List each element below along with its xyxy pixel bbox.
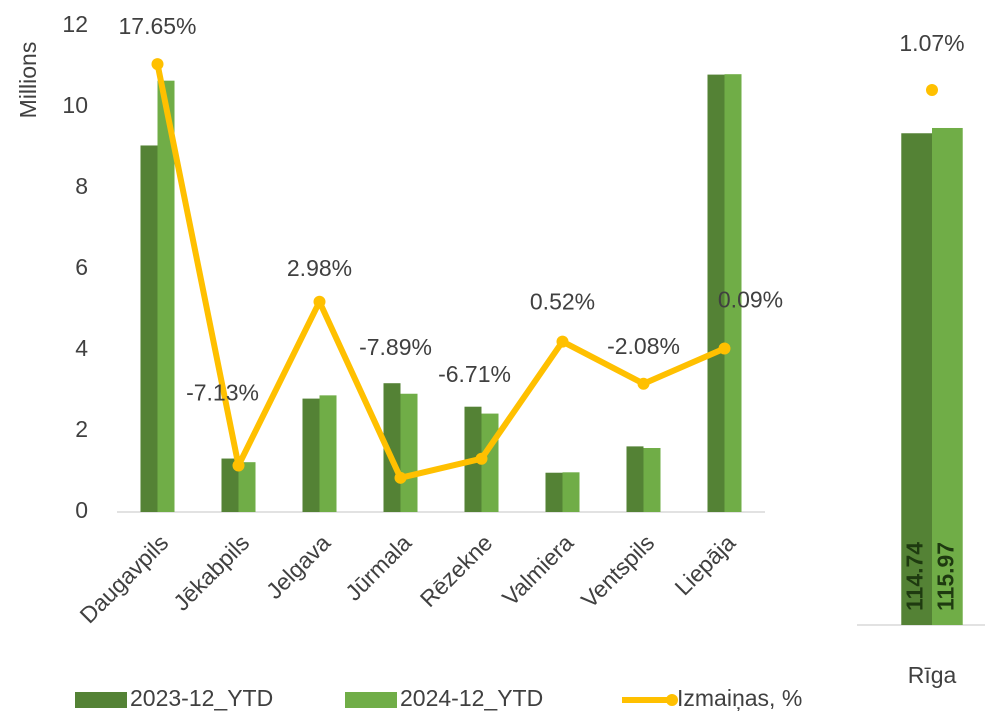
bar-value-label: 115.97 <box>932 542 958 611</box>
data-label: -7.89% <box>359 334 432 360</box>
legend-swatch <box>345 692 397 708</box>
data-label: 17.65% <box>118 13 196 39</box>
data-label: -7.13% <box>186 380 259 406</box>
y-tick-label: 12 <box>62 11 88 37</box>
bar <box>400 393 418 512</box>
bar <box>707 74 725 512</box>
data-label: 0.52% <box>530 289 595 315</box>
bar <box>932 127 963 625</box>
y-tick-label: 0 <box>75 497 88 523</box>
line-marker <box>394 471 407 484</box>
line-marker <box>637 377 650 390</box>
legend-swatch <box>75 692 127 708</box>
x-tick-label: Rīga <box>908 662 957 688</box>
x-tick-label: Jelgava <box>261 529 336 604</box>
bar-value-label: 114.74 <box>902 542 928 611</box>
x-tick-label: Valmiera <box>497 529 578 610</box>
data-label: 1.07% <box>899 30 964 56</box>
bar <box>724 74 742 512</box>
bar <box>545 472 563 512</box>
bar <box>626 446 644 512</box>
legend-label: 2024-12_YTD <box>400 685 543 711</box>
bar <box>238 462 256 512</box>
data-label: 2.98% <box>287 255 352 281</box>
y-tick-label: 6 <box>75 254 88 280</box>
line-marker <box>475 452 488 465</box>
bar <box>302 398 320 512</box>
y-tick-label: 10 <box>62 92 88 118</box>
x-tick-label: Jēkabpils <box>168 529 254 615</box>
bar <box>562 472 580 512</box>
line-marker <box>718 342 731 355</box>
data-label: -2.08% <box>607 333 680 359</box>
line <box>154 63 726 481</box>
x-tick-label: Rēzekne <box>415 529 498 612</box>
y-tick-label: 2 <box>75 416 88 442</box>
data-label: 0.09% <box>718 287 783 313</box>
bar <box>157 80 175 513</box>
legend-label: 2023-12_YTD <box>130 685 273 711</box>
bar <box>901 133 932 625</box>
bar <box>221 458 239 512</box>
x-tick-label: Daugavpils <box>74 529 173 628</box>
bar <box>140 145 158 512</box>
x-tick-label: Jūrmala <box>340 529 416 605</box>
data-label: -6.71% <box>438 361 511 387</box>
line-marker <box>926 84 938 96</box>
bar <box>643 448 661 512</box>
legend-marker <box>666 694 678 706</box>
line-marker <box>556 335 569 348</box>
legend-label: Izmaiņas, % <box>677 685 802 711</box>
line-marker <box>151 58 164 71</box>
y-tick-label: 4 <box>75 335 88 361</box>
x-tick-label: Ventspils <box>576 529 659 612</box>
bar <box>319 395 337 512</box>
y-axis-label: Millions <box>15 42 41 119</box>
x-tick-label: Liepāja <box>669 529 740 600</box>
y-tick-label: 8 <box>75 173 88 199</box>
line-marker <box>232 459 245 472</box>
line-marker <box>313 295 326 308</box>
